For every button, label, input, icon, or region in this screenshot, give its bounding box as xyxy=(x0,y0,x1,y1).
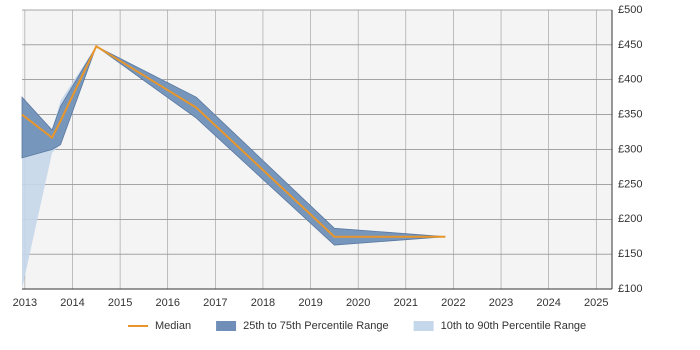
legend-label: Median xyxy=(155,320,191,332)
y-tick-label: £250 xyxy=(618,178,642,190)
x-tick-label: 2025 xyxy=(584,297,608,309)
percentile-band xyxy=(21,45,446,246)
x-tick-label: 2013 xyxy=(13,297,37,309)
y-tick-label: £150 xyxy=(618,248,642,260)
x-tick-label: 2018 xyxy=(251,297,275,309)
legend-label: 25th to 75th Percentile Range xyxy=(243,320,389,332)
y-tick-label: £450 xyxy=(618,39,642,51)
x-tick-label: 2015 xyxy=(108,297,132,309)
x-tick-label: 2022 xyxy=(441,297,465,309)
y-tick-label: £200 xyxy=(618,213,642,225)
legend-swatch xyxy=(216,321,237,331)
x-tick-label: 2024 xyxy=(536,297,560,309)
y-tick-label: £500 xyxy=(618,4,642,16)
y-tick-label: £300 xyxy=(618,143,642,155)
x-tick-label: 2016 xyxy=(155,297,179,309)
legend-label: 10th to 90th Percentile Range xyxy=(441,320,587,332)
x-tick-label: 2019 xyxy=(298,297,322,309)
y-tick-label: £400 xyxy=(618,74,642,86)
y-tick-label: £350 xyxy=(618,109,642,121)
median-line xyxy=(21,44,446,238)
x-tick-label: 2021 xyxy=(394,297,418,309)
x-tick-label: 2020 xyxy=(346,297,370,309)
x-tick-label: 2023 xyxy=(489,297,513,309)
x-tick-label: 2014 xyxy=(60,297,84,309)
x-tick-label: 2017 xyxy=(203,297,227,309)
y-tick-label: £100 xyxy=(618,283,642,295)
legend-swatch xyxy=(413,321,434,331)
